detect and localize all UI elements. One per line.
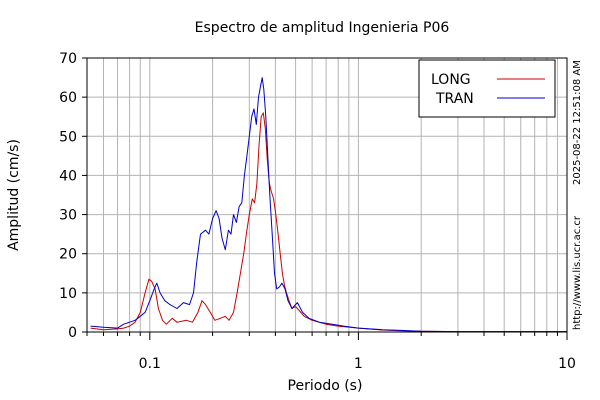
x-tick-label: 1 bbox=[354, 356, 363, 372]
legend-box bbox=[418, 59, 556, 118]
timestamp-label: 2025-08-22 12:51:08 AM bbox=[572, 60, 583, 185]
x-axis-label: Periodo (s) bbox=[288, 378, 363, 394]
x-tick-label: 0.1 bbox=[139, 356, 161, 372]
plot-frame bbox=[86, 57, 568, 333]
chart-title: Espectro de amplitud Ingenieria P06 bbox=[195, 20, 450, 36]
y-tick-label: 20 bbox=[59, 247, 77, 263]
source-url-label: http://www.lis.ucr.ac.cr bbox=[572, 215, 583, 330]
y-axis: 0 10 20 30 40 50 60 70 bbox=[59, 51, 87, 341]
series-line-tran bbox=[90, 77, 567, 333]
series-layer bbox=[90, 77, 567, 333]
legend: LONG TRAN bbox=[418, 59, 556, 118]
x-tick-label: 10 bbox=[558, 356, 576, 372]
y-tick-label: 10 bbox=[59, 286, 77, 302]
legend-label-tran: TRAN bbox=[435, 91, 474, 107]
y-tick-label: 30 bbox=[59, 208, 77, 224]
legend-label-long: LONG bbox=[431, 72, 471, 88]
y-tick-label: 50 bbox=[59, 129, 77, 145]
x-axis: 0.1 1 10 bbox=[86, 332, 576, 372]
y-tick-label: 0 bbox=[68, 325, 77, 341]
y-tick-label: 40 bbox=[59, 168, 77, 184]
y-tick-label: 60 bbox=[59, 90, 77, 106]
series-line-long bbox=[90, 112, 567, 333]
y-axis-label: Amplitud (cm/s) bbox=[6, 139, 22, 251]
y-tick-label: 70 bbox=[59, 51, 77, 67]
